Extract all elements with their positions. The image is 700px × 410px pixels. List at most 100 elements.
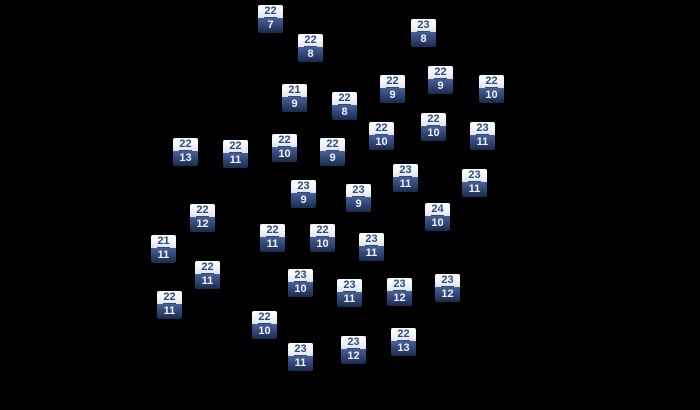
temperature-marker[interactable]: 22 9 [380,75,405,103]
high-temp-value: 22 [272,134,297,147]
temperature-marker[interactable]: 23 10 [288,269,313,297]
temperature-marker[interactable]: 22 7 [258,5,283,33]
temperature-marker[interactable]: 22 10 [252,311,277,339]
low-temp-value: 8 [411,32,436,47]
high-temp-value: 23 [470,122,495,135]
low-temp-value: 12 [190,217,215,232]
temperature-marker[interactable]: 22 10 [421,113,446,141]
high-temp-value: 22 [421,113,446,126]
low-temp-value: 7 [258,18,283,33]
temperature-marker[interactable]: 23 11 [462,169,487,197]
high-temp-value: 23 [359,233,384,246]
temperature-marker[interactable]: 23 12 [387,278,412,306]
high-temp-value: 23 [435,274,460,287]
temperature-marker[interactable]: 22 13 [173,138,198,166]
high-temp-value: 23 [393,164,418,177]
high-temp-value: 23 [346,184,371,197]
low-temp-value: 9 [320,151,345,166]
low-temp-value: 11 [195,274,220,289]
high-temp-value: 22 [223,140,248,153]
low-temp-value: 12 [435,287,460,302]
temperature-marker[interactable]: 22 10 [479,75,504,103]
low-temp-value: 12 [387,291,412,306]
temperature-marker[interactable]: 22 10 [272,134,297,162]
low-temp-value: 11 [359,246,384,261]
temperature-marker[interactable]: 23 9 [346,184,371,212]
low-temp-value: 10 [421,126,446,141]
temperature-marker[interactable]: 22 11 [157,291,182,319]
temperature-marker[interactable]: 21 11 [151,235,176,263]
low-temp-value: 10 [252,324,277,339]
high-temp-value: 22 [190,204,215,217]
temperature-marker[interactable]: 23 8 [411,19,436,47]
high-temp-value: 24 [425,203,450,216]
temperature-marker[interactable]: 22 9 [320,138,345,166]
temperature-marker[interactable]: 22 13 [391,328,416,356]
temperature-marker[interactable]: 22 10 [369,122,394,150]
temperature-marker[interactable]: 22 9 [428,66,453,94]
low-temp-value: 10 [425,216,450,231]
temperature-marker[interactable]: 22 8 [298,34,323,62]
low-temp-value: 9 [346,197,371,212]
low-temp-value: 9 [291,193,316,208]
temperature-marker[interactable]: 21 9 [282,84,307,112]
temperature-marker[interactable]: 22 10 [310,224,335,252]
high-temp-value: 22 [173,138,198,151]
temperature-marker[interactable]: 23 11 [359,233,384,261]
temperature-marker[interactable]: 23 11 [337,279,362,307]
low-temp-value: 10 [479,88,504,103]
low-temp-value: 10 [310,237,335,252]
low-temp-value: 8 [332,105,357,120]
high-temp-value: 22 [252,311,277,324]
low-temp-value: 11 [223,153,248,168]
low-temp-value: 11 [470,135,495,150]
low-temp-value: 11 [337,292,362,307]
temperature-marker[interactable]: 23 12 [341,336,366,364]
low-temp-value: 10 [272,147,297,162]
temperature-marker[interactable]: 22 11 [223,140,248,168]
high-temp-value: 22 [391,328,416,341]
high-temp-value: 22 [369,122,394,135]
low-temp-value: 8 [298,47,323,62]
high-temp-value: 21 [151,235,176,248]
low-temp-value: 9 [428,79,453,94]
low-temp-value: 10 [288,282,313,297]
temperature-marker[interactable]: 22 8 [332,92,357,120]
temperature-marker[interactable]: 22 11 [260,224,285,252]
high-temp-value: 22 [380,75,405,88]
low-temp-value: 11 [260,237,285,252]
low-temp-value: 11 [462,182,487,197]
high-temp-value: 23 [387,278,412,291]
high-temp-value: 22 [195,261,220,274]
temperature-marker[interactable]: 23 12 [435,274,460,302]
low-temp-value: 13 [391,341,416,356]
temperature-marker[interactable]: 23 11 [288,343,313,371]
high-temp-value: 23 [288,269,313,282]
temperature-marker[interactable]: 24 10 [425,203,450,231]
high-temp-value: 23 [288,343,313,356]
high-temp-value: 22 [298,34,323,47]
temperature-marker[interactable]: 23 11 [470,122,495,150]
high-temp-value: 22 [157,291,182,304]
high-temp-value: 23 [411,19,436,32]
temperature-marker[interactable]: 22 12 [190,204,215,232]
low-temp-value: 11 [151,248,176,263]
high-temp-value: 22 [310,224,335,237]
low-temp-value: 9 [282,97,307,112]
low-temp-value: 13 [173,151,198,166]
temperature-marker[interactable]: 23 11 [393,164,418,192]
low-temp-value: 10 [369,135,394,150]
high-temp-value: 23 [337,279,362,292]
temperature-marker[interactable]: 22 11 [195,261,220,289]
high-temp-value: 23 [462,169,487,182]
low-temp-value: 11 [157,304,182,319]
high-temp-value: 22 [320,138,345,151]
high-temp-value: 21 [282,84,307,97]
low-temp-value: 12 [341,349,366,364]
high-temp-value: 22 [479,75,504,88]
low-temp-value: 9 [380,88,405,103]
low-temp-value: 11 [288,356,313,371]
high-temp-value: 22 [260,224,285,237]
temperature-marker[interactable]: 23 9 [291,180,316,208]
